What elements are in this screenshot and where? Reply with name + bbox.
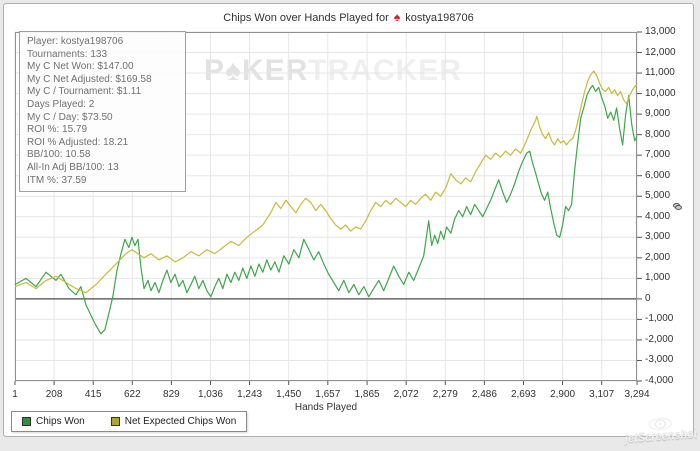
legend-item-chips-won: Chips Won <box>22 416 85 427</box>
y-tick-label: 11,000 <box>645 67 675 79</box>
y-tick-label: 10,000 <box>645 87 676 99</box>
x-tick-label: 415 <box>84 389 102 400</box>
x-tick-label: 2,486 <box>471 389 497 400</box>
y-tick-label: -1,000 <box>645 313 674 325</box>
chips-axis-icon <box>673 203 682 210</box>
y-tick-label: 9,000 <box>645 108 671 120</box>
x-tick-label: 1,450 <box>276 389 302 400</box>
legend-label: Net Expected Chips Won <box>124 416 237 427</box>
chart-title: Chips Won over Hands Played for ♠ kostya… <box>4 10 693 24</box>
legend-item-net-expected: Net Expected Chips Won <box>110 416 237 427</box>
plot-border <box>15 32 637 381</box>
x-tick-label: 2,072 <box>393 389 419 400</box>
stat-line-roi-adjusted: ROI % Adjusted: 18.21 <box>27 136 129 148</box>
watermark-spade-icon: ♠ <box>225 54 242 87</box>
chips-won-line <box>14 84 638 335</box>
y-tick-label: -3,000 <box>645 354 674 366</box>
x-tick-label: 3,107 <box>589 389 615 400</box>
stat-line-allin-adj-bb100: All-In Adj BB/100: 13 <box>27 161 119 173</box>
chart-legend: Chips Won Net Expected Chips Won <box>11 411 248 432</box>
net-expected-swatch <box>110 417 120 426</box>
y-tick-label: 4,000 <box>645 210 671 222</box>
y-tick-label: 8,000 <box>645 128 671 140</box>
stat-line-net-won: My C Net Won: $147.00 <box>27 61 134 73</box>
chip-icon <box>675 205 682 210</box>
y-tick-label: -2,000 <box>645 333 674 345</box>
watermark-text: KER <box>241 54 309 87</box>
net-expected-line <box>14 70 637 294</box>
legend-label: Chips Won <box>36 416 85 427</box>
x-tick-label: 2,900 <box>550 389 576 400</box>
stat-line-per-tournament: My C / Tournament: $1.11 <box>27 86 142 98</box>
pokertracker-watermark: P♠KERTRACKER <box>204 54 462 88</box>
watermark-text: P <box>204 54 226 87</box>
stat-line-bb100: BB/100: 10.58 <box>27 149 91 161</box>
y-tick-label: 0 <box>645 292 651 304</box>
x-tick-label: 1,657 <box>315 389 341 400</box>
x-tick-label: 3,294 <box>624 389 650 400</box>
x-tick-label: 208 <box>45 389 63 400</box>
x-tick-label: 1,036 <box>197 389 223 400</box>
x-tick-label: 622 <box>123 389 141 400</box>
stat-line-per-day: My C / Day: $73.50 <box>27 111 113 123</box>
pokerstars-spade-icon: ♠ <box>393 10 401 24</box>
y-tick-label: 6,000 <box>645 169 671 181</box>
x-axis-title: Hands Played <box>294 402 358 413</box>
stat-line-net-adjusted: My C Net Adjusted: $169.58 <box>27 73 152 85</box>
chart-title-player: kostya198706 <box>405 12 474 24</box>
x-tick-label: 829 <box>163 389 180 400</box>
y-tick-label: 3,000 <box>645 231 671 243</box>
stat-line-player: Player: kostya198706 <box>27 36 124 47</box>
x-tick-label: 2,693 <box>510 389 536 400</box>
report-panel: Chips Won over Hands Played for ♠ kostya… <box>3 3 694 437</box>
stat-line-roi: ROI %: 15.79 <box>27 124 88 136</box>
y-tick-label: 12,000 <box>645 46 676 58</box>
stat-line-days-played: Days Played: 2 <box>27 98 95 110</box>
x-tick-label: 1,243 <box>237 389 263 400</box>
chart-title-prefix: Chips Won over Hands Played for <box>223 12 389 24</box>
watermark-text: TRACKER <box>308 54 462 87</box>
x-tick-label: 1,865 <box>354 389 380 400</box>
stats-panel: Player: kostya198706 Tournaments: 133 My… <box>19 31 186 193</box>
chips-won-swatch <box>22 417 31 426</box>
y-tick-label: 5,000 <box>645 190 671 202</box>
stat-line-tournaments: Tournaments: 133 <box>27 48 108 60</box>
y-tick-label: 1,000 <box>645 272 671 284</box>
y-tick-label: -4,000 <box>645 375 674 386</box>
y-tick-label: 7,000 <box>645 149 671 161</box>
x-tick-label: 2,279 <box>432 389 458 400</box>
y-tick-label: 2,000 <box>645 251 671 263</box>
y-tick-label: 13,000 <box>645 26 676 37</box>
x-tick-label: 1 <box>12 389 18 400</box>
stat-line-itm: ITM %: 37.59 <box>27 174 87 186</box>
